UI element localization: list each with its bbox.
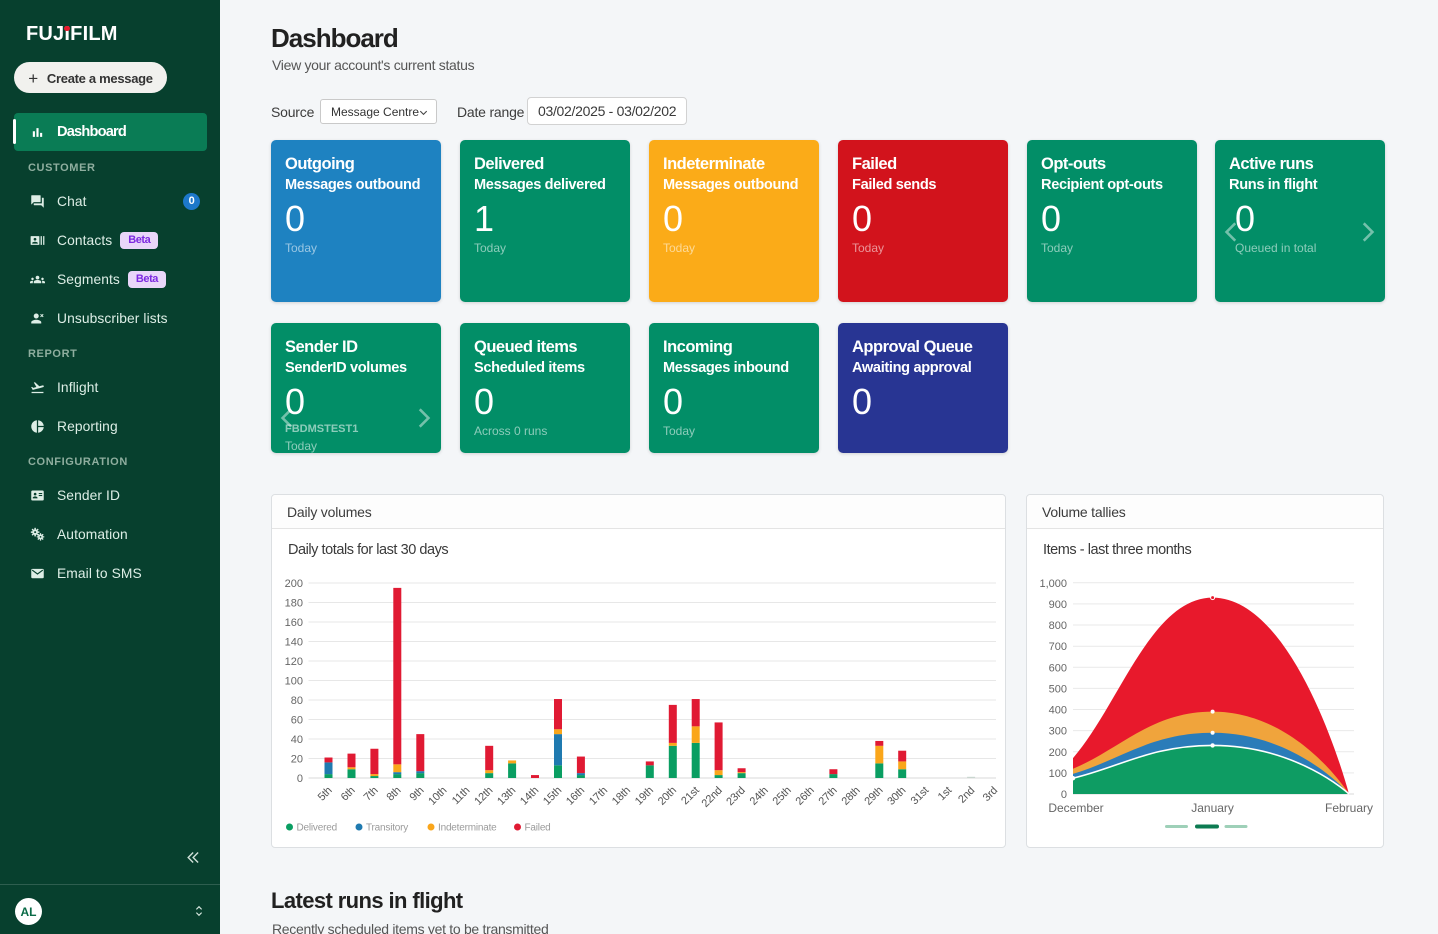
svg-text:120: 120 (285, 656, 303, 668)
svg-text:6th: 6th (339, 785, 358, 804)
svg-text:200: 200 (1049, 747, 1067, 759)
svg-text:180: 180 (285, 598, 303, 610)
svg-text:23rd: 23rd (724, 785, 748, 809)
svg-text:26th: 26th (794, 785, 817, 808)
svg-text:January: January (1191, 801, 1234, 815)
svg-text:0: 0 (1061, 789, 1067, 801)
svg-text:40: 40 (291, 734, 303, 746)
svg-text:29th: 29th (862, 785, 885, 808)
svg-text:24th: 24th (748, 785, 771, 808)
svg-text:17th: 17th (587, 785, 610, 808)
svg-text:0: 0 (297, 773, 303, 785)
svg-text:1,000: 1,000 (1039, 578, 1067, 590)
svg-text:80: 80 (291, 695, 303, 707)
svg-text:14th: 14th (518, 785, 541, 808)
svg-text:Delivered: Delivered (297, 823, 337, 834)
svg-text:400: 400 (1049, 705, 1067, 717)
svg-text:800: 800 (1049, 620, 1067, 632)
svg-text:25th: 25th (771, 785, 794, 808)
svg-text:Transitory: Transitory (366, 823, 408, 834)
svg-text:30th: 30th (885, 785, 908, 808)
svg-text:10th: 10th (426, 785, 449, 808)
svg-text:18th: 18th (610, 785, 633, 808)
svg-text:100: 100 (1049, 768, 1067, 780)
svg-text:2nd: 2nd (956, 785, 977, 806)
svg-text:11th: 11th (450, 785, 473, 808)
svg-text:31st: 31st (909, 785, 932, 808)
svg-text:27th: 27th (816, 785, 839, 808)
svg-text:500: 500 (1049, 683, 1067, 695)
svg-text:9th: 9th (408, 785, 427, 804)
svg-text:60: 60 (291, 715, 303, 727)
svg-text:700: 700 (1049, 641, 1067, 653)
svg-text:12th: 12th (472, 785, 495, 808)
svg-text:19th: 19th (633, 785, 656, 808)
svg-text:100: 100 (285, 676, 303, 688)
svg-text:3rd: 3rd (981, 785, 1000, 804)
svg-text:8th: 8th (385, 785, 404, 804)
svg-text:28th: 28th (839, 785, 862, 808)
svg-text:900: 900 (1049, 599, 1067, 611)
svg-text:5th: 5th (316, 785, 335, 804)
svg-text:160: 160 (285, 617, 303, 629)
svg-text:15th: 15th (541, 785, 564, 808)
svg-text:February: February (1325, 801, 1373, 815)
svg-text:Failed: Failed (525, 823, 551, 834)
svg-text:13th: 13th (495, 785, 518, 808)
svg-text:Indeterminate: Indeterminate (438, 823, 497, 834)
svg-text:22nd: 22nd (699, 785, 724, 810)
svg-text:December: December (1048, 801, 1103, 815)
svg-text:16th: 16th (564, 785, 587, 808)
svg-text:140: 140 (285, 637, 303, 649)
svg-text:600: 600 (1049, 662, 1067, 674)
svg-text:200: 200 (285, 578, 303, 590)
svg-text:21st: 21st (679, 785, 702, 808)
svg-text:1st: 1st (936, 785, 955, 804)
svg-text:7th: 7th (362, 785, 381, 804)
svg-text:20: 20 (291, 754, 303, 766)
svg-text:20th: 20th (656, 785, 679, 808)
svg-text:300: 300 (1049, 726, 1067, 738)
